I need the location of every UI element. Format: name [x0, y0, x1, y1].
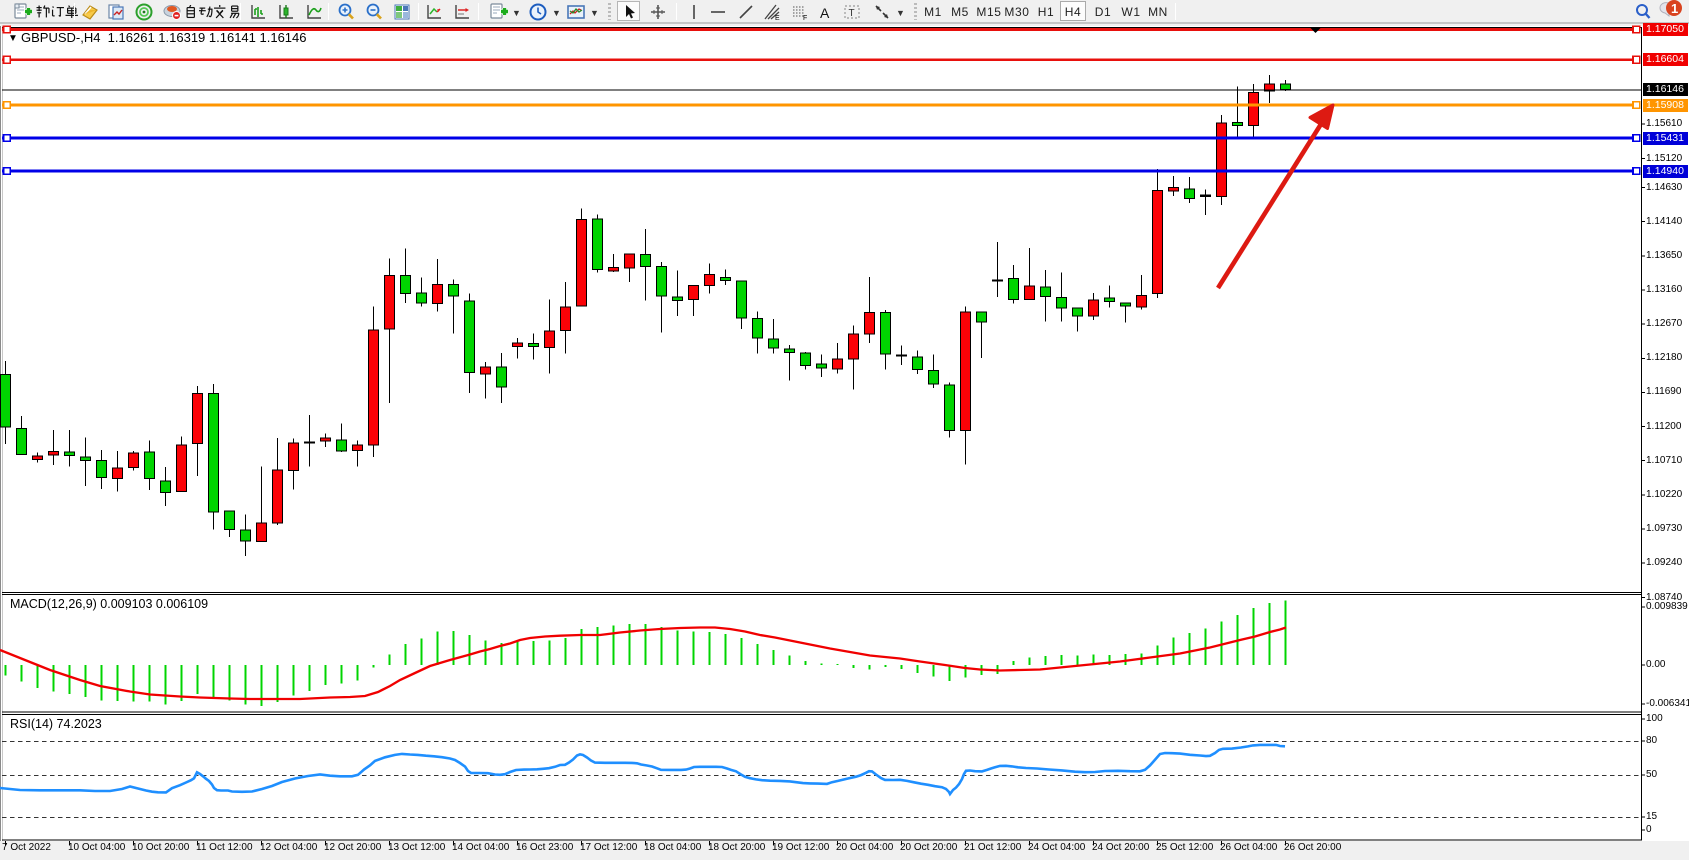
svg-text:E: E — [775, 15, 780, 22]
svg-text:1: 1 — [1671, 1, 1678, 16]
svg-text:F: F — [803, 15, 807, 22]
svg-text:T: T — [849, 8, 855, 19]
